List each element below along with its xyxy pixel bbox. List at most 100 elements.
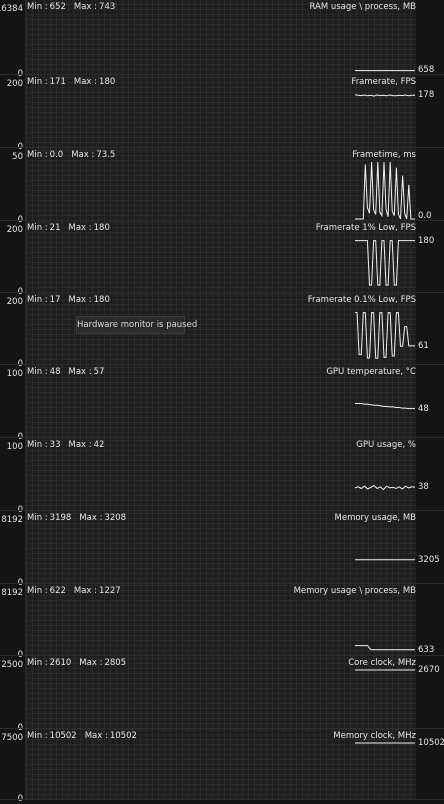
current-value: 178 xyxy=(418,90,435,101)
max-label: Max : xyxy=(71,150,95,160)
current-value: 0.0 xyxy=(418,211,432,221)
current-value: 3205 xyxy=(418,554,440,565)
graph-title: GPU temperature, °C xyxy=(326,367,416,377)
graph-title: Core clock, MHz xyxy=(348,658,416,668)
graph-minmax: Min :0.0 Max :73.5 xyxy=(27,150,115,160)
y-axis-max: 200 xyxy=(6,297,23,307)
graph-plot-area xyxy=(25,221,416,293)
graph-minmax: Min :21 Max :180 xyxy=(27,223,110,233)
graph-separator xyxy=(0,728,444,729)
graph-trace xyxy=(354,94,415,97)
graph-title: Memory usage \ process, MB xyxy=(293,586,416,596)
graph-separator xyxy=(0,437,444,438)
graph-panel-memory-usage-process-mb[interactable]: Min :622 Max :1227 Memory usage \ process,… xyxy=(0,584,444,660)
graph-separator xyxy=(0,74,444,75)
min-value: 33 xyxy=(49,440,61,450)
min-value: 622 xyxy=(49,586,66,596)
current-value: 10502 xyxy=(418,738,444,748)
graph-plot-area xyxy=(25,148,416,221)
graph-plot-area xyxy=(25,75,416,148)
min-label: Min : xyxy=(27,77,48,87)
current-value: 658 xyxy=(418,65,435,75)
max-value: 73.5 xyxy=(96,150,116,160)
paused-tooltip: Hardware monitor is paused xyxy=(76,316,197,334)
trace-line xyxy=(354,484,416,491)
min-value: 171 xyxy=(49,77,66,87)
graph-separator xyxy=(0,292,444,293)
graph-plot-area xyxy=(25,584,416,656)
min-label: Min : xyxy=(27,223,48,233)
max-label: Max : xyxy=(68,223,92,233)
graph-separator xyxy=(0,364,444,365)
min-value: 2610 xyxy=(49,658,72,668)
graph-trace xyxy=(355,312,415,359)
graph-panel-framerate-0-1-low-fps[interactable]: Min :17 Max :180 Framerate 0.1% Low, FPS 20… xyxy=(0,293,444,369)
graph-minmax: Min :622 Max :1227 xyxy=(27,586,121,596)
max-value: 42 xyxy=(93,440,105,450)
graph-title: RAM usage \ process, MB xyxy=(309,2,416,12)
graph-separator xyxy=(0,583,444,584)
graph-minmax: Min :33 Max :42 xyxy=(27,440,104,450)
graph-plot-area xyxy=(25,0,416,75)
y-axis-max: 200 xyxy=(6,79,23,89)
min-value: 10502 xyxy=(49,731,77,741)
graph-minmax: Min :171 Max :180 xyxy=(27,77,115,87)
graph-trace xyxy=(355,403,415,410)
graph-trace xyxy=(355,70,415,72)
graph-plot-area xyxy=(25,511,416,584)
graph-title: Frametime, ms xyxy=(352,150,416,160)
max-value: 180 xyxy=(93,295,110,305)
min-value: 17 xyxy=(49,295,61,305)
max-label: Max : xyxy=(73,77,98,87)
min-value: 3198 xyxy=(49,513,72,523)
min-label: Min : xyxy=(27,440,48,450)
graph-separator xyxy=(0,220,444,221)
graph-trace xyxy=(354,484,416,491)
graph-panel-memory-clock-mhz[interactable]: Min :10502 Max :10502 Memory clock, MHz 750… xyxy=(0,729,444,804)
current-value: 633 xyxy=(418,644,435,655)
current-value: 61 xyxy=(418,340,429,351)
graph-minmax: Min :652 Max :743 xyxy=(27,2,115,12)
max-value: 743 xyxy=(99,2,116,12)
graph-plot-area xyxy=(25,656,416,729)
trace-line xyxy=(355,240,415,286)
min-label: Min : xyxy=(27,367,48,377)
max-label: Max : xyxy=(68,367,92,377)
y-axis-max: 8192 xyxy=(1,515,23,525)
trace-line xyxy=(355,645,415,651)
graph-title: Framerate, FPS xyxy=(351,77,416,87)
min-label: Min : xyxy=(27,295,48,305)
max-label: Max : xyxy=(79,658,103,668)
current-value: 48 xyxy=(418,403,429,414)
min-label: Min : xyxy=(27,150,48,160)
graph-minmax: Min :17 Max :180 xyxy=(27,295,110,305)
max-value: 10502 xyxy=(109,731,137,741)
graph-trace xyxy=(355,742,415,744)
graph-plot-area xyxy=(25,438,416,511)
max-label: Max : xyxy=(73,586,98,596)
graph-title: Memory clock, MHz xyxy=(333,731,416,741)
graph-plot-area xyxy=(25,293,416,365)
trace-line xyxy=(355,403,415,410)
min-value: 48 xyxy=(49,367,61,377)
graph-trace xyxy=(355,240,415,286)
y-axis-max: 100 xyxy=(6,369,23,379)
graph-minmax: Min :2610 Max :2805 xyxy=(27,658,126,668)
graph-minmax: Min :10502 Max :10502 xyxy=(27,731,137,741)
current-value: 180 xyxy=(418,235,435,246)
y-axis-max: 200 xyxy=(6,225,23,235)
max-value: 180 xyxy=(99,77,116,87)
graph-panel-ram-usage-process-mb[interactable]: Min :652 Max :743 RAM usage \ process, MB 1… xyxy=(0,0,444,79)
max-value: 1227 xyxy=(99,586,121,596)
y-axis-max: 7500 xyxy=(1,733,23,743)
max-label: Max : xyxy=(68,295,92,305)
max-label: Max : xyxy=(73,2,98,12)
